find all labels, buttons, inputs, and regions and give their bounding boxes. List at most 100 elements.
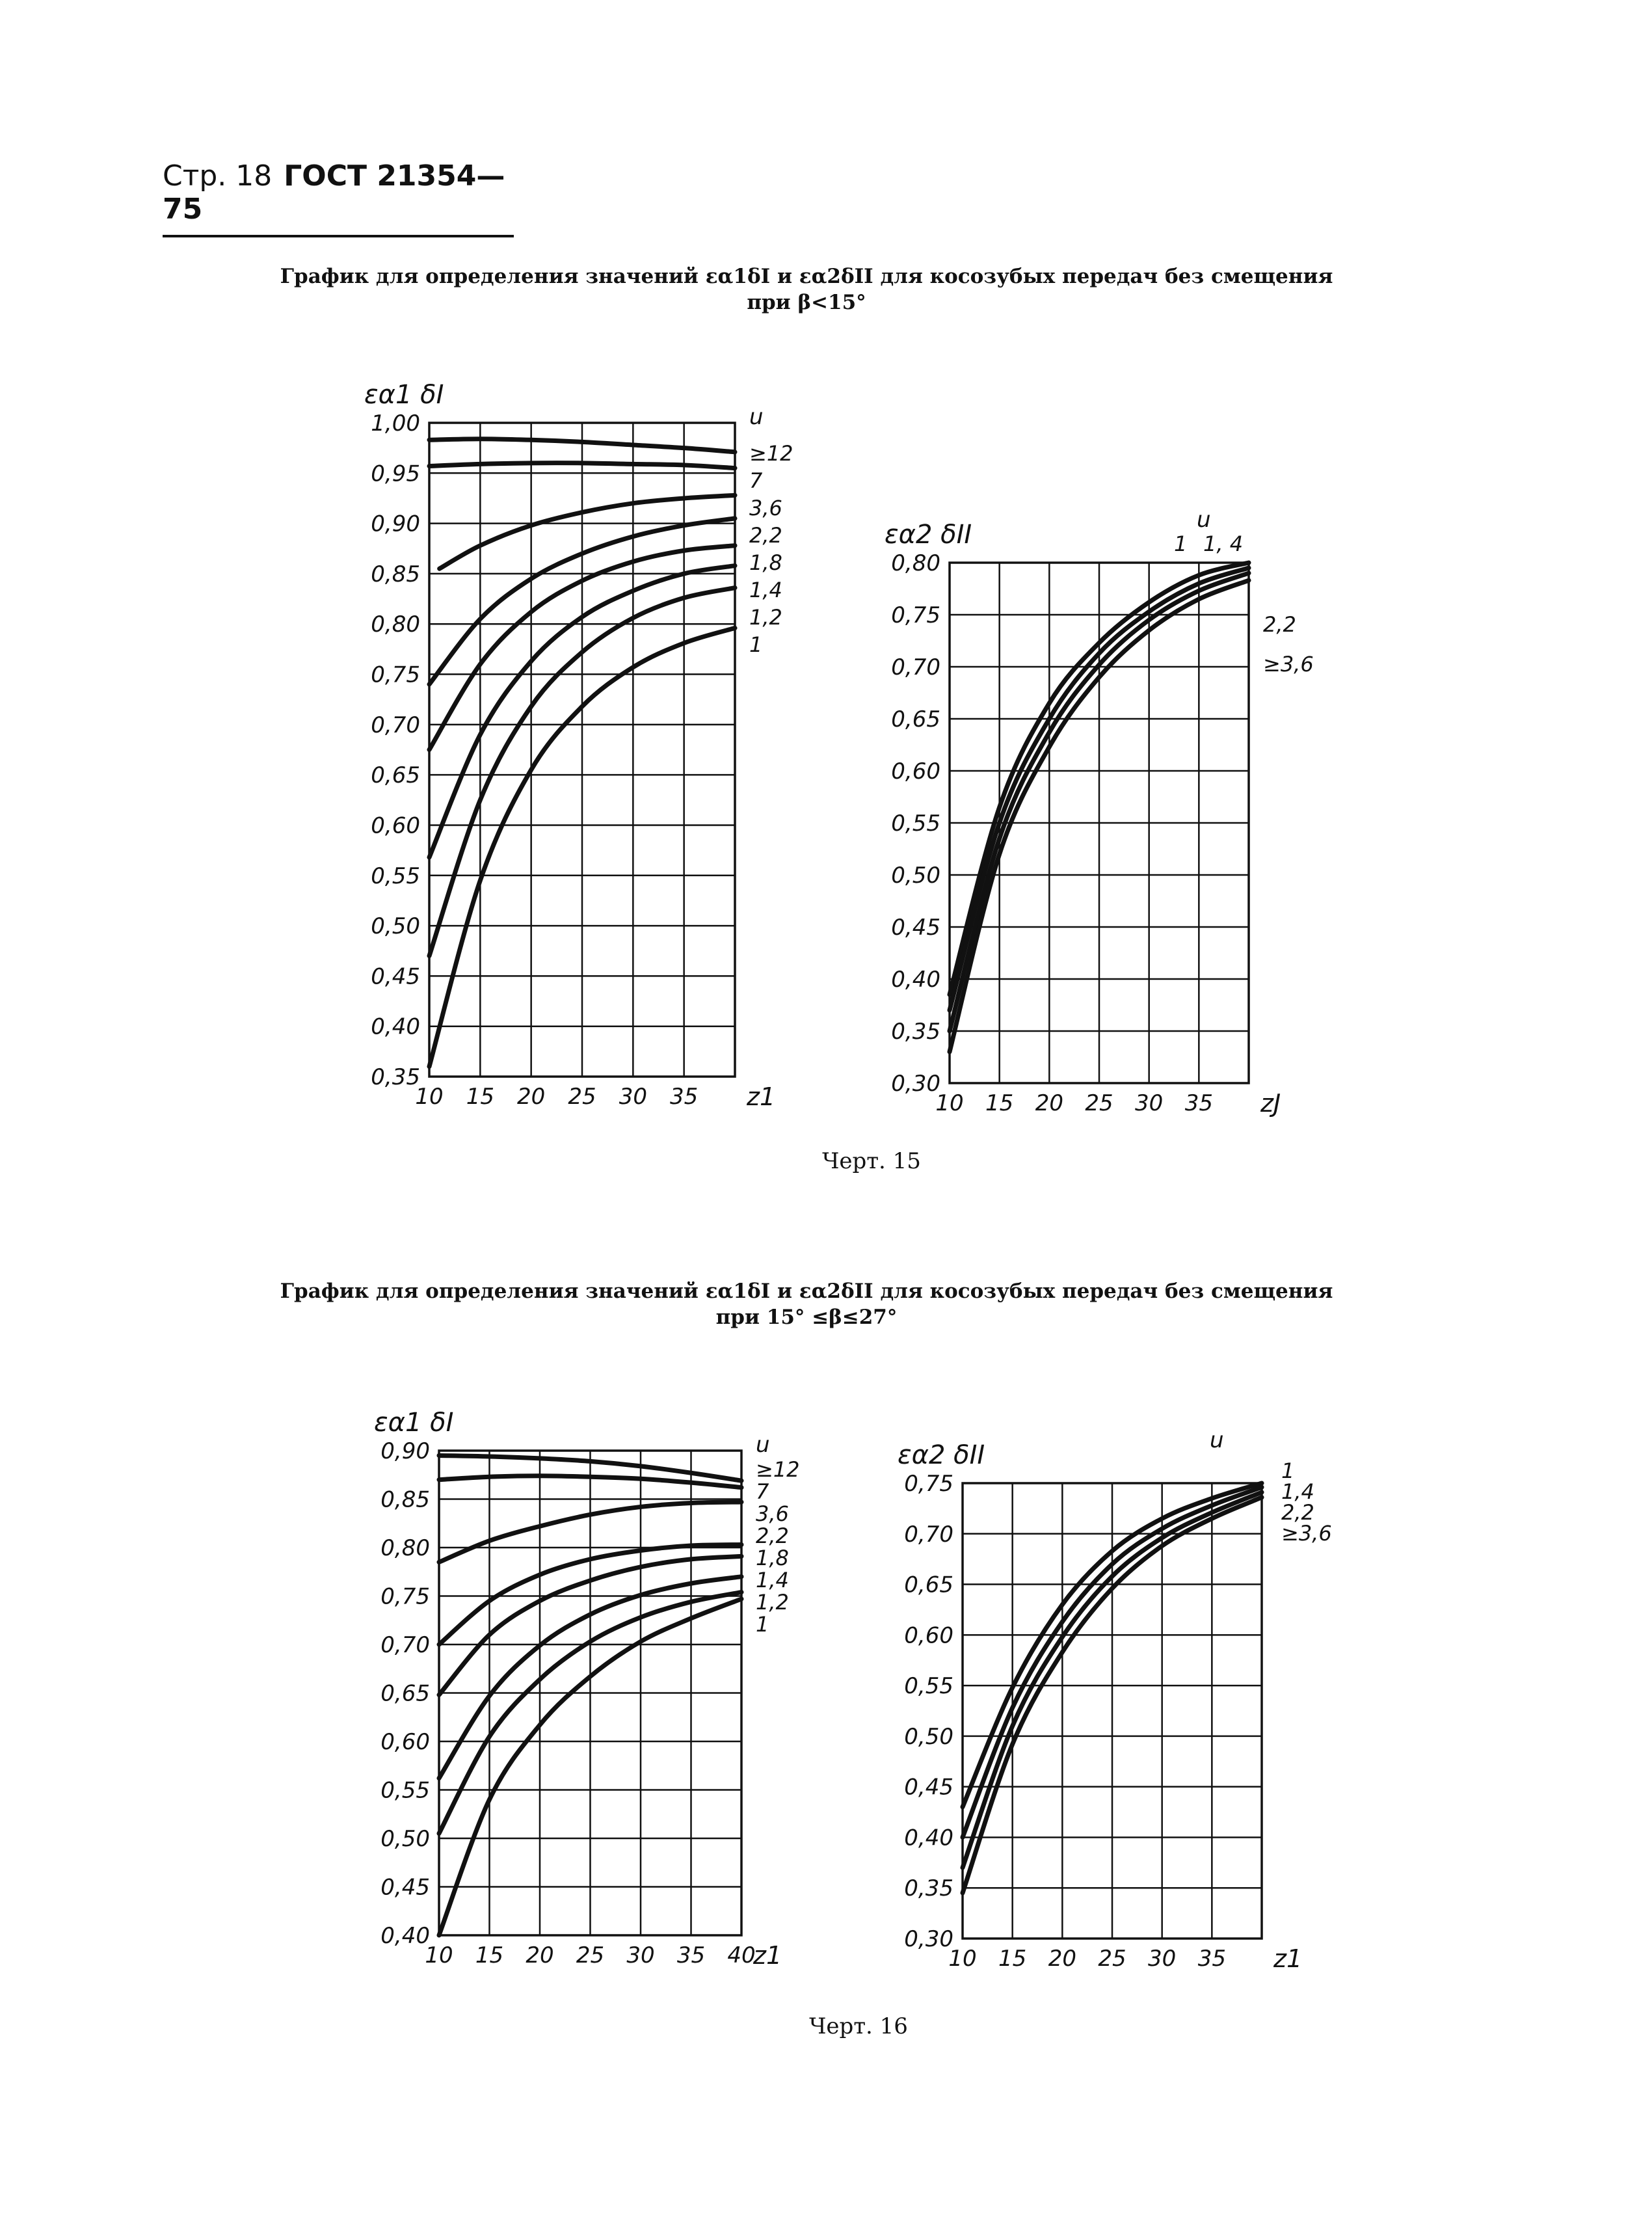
series-line-3-6 <box>947 578 1251 1054</box>
y-tick-label: 0,50 <box>380 1826 430 1852</box>
series-label-3-6: ≥3,6 <box>1281 1521 1332 1546</box>
y-tick-label: 0,75 <box>380 1584 430 1610</box>
x-axis-label: zJ <box>1260 1089 1281 1118</box>
y-tick-label: 0,50 <box>904 1724 953 1750</box>
x-tick-label: 10 <box>935 1090 963 1116</box>
y-tick-label: 0,70 <box>371 712 420 738</box>
series-label-1-2: 1,2 <box>756 1590 789 1615</box>
y-tick-label: 0,60 <box>904 1622 953 1648</box>
x-tick-label: 20 <box>1035 1090 1063 1116</box>
series-line-2-2 <box>947 570 1251 1034</box>
y-tick-label: 0,45 <box>904 1775 953 1801</box>
y-tick-label: 1,00 <box>371 410 420 436</box>
y-axis-label: εα1 δI <box>374 1408 453 1438</box>
x-axis-label: z1 <box>746 1082 775 1111</box>
caption-top-line2: при β<15° <box>747 291 866 314</box>
y-tick-label: 0,65 <box>380 1681 430 1707</box>
figure-label-16: Черт. 16 <box>809 2013 908 2039</box>
y-axis-label: εα2 δII <box>885 520 972 550</box>
y-tick-label: 0,35 <box>904 1875 953 1901</box>
y-axis-label: εα2 δII <box>898 1440 985 1470</box>
x-tick-label: 35 <box>670 1084 698 1110</box>
x-tick-label: 40 <box>727 1942 755 1968</box>
y-tick-label: 0,30 <box>891 1071 940 1097</box>
series-line-7 <box>427 461 738 471</box>
series-line-1-2 <box>436 1590 744 1836</box>
figure-label-15: Черт. 15 <box>822 1148 921 1174</box>
legend-title: u <box>1197 507 1211 533</box>
y-tick-label: 0,55 <box>904 1673 953 1699</box>
x-tick-label: 10 <box>425 1942 453 1968</box>
series-label-3-6: 3,6 <box>749 496 782 520</box>
x-tick-label: 35 <box>1185 1090 1213 1116</box>
series-line-1-8 <box>427 543 738 752</box>
y-tick-label: 0,40 <box>904 1825 953 1851</box>
x-tick-label: 20 <box>526 1942 553 1968</box>
y-tick-label: 0,90 <box>371 511 420 537</box>
series-label-2-2: 2,2 <box>1281 1500 1314 1525</box>
gridlines <box>439 1451 741 1935</box>
x-tick-label: 10 <box>415 1084 443 1110</box>
series-label-1: 1 <box>1174 531 1187 556</box>
y-tick-label: 0,30 <box>904 1926 953 1952</box>
series-line-2-2 <box>427 516 738 687</box>
series-line-2-2 <box>960 1490 1264 1870</box>
y-tick-label: 0,40 <box>380 1923 430 1949</box>
series-line-3-6 <box>436 1499 744 1564</box>
series-line-2-2 <box>436 1542 744 1647</box>
x-tick-label: 20 <box>1048 1946 1076 1972</box>
y-tick-label: 0,85 <box>371 561 420 587</box>
series-line-1-4 <box>427 563 738 860</box>
series-label-2-2: 2,2 <box>1263 612 1296 637</box>
gridlines <box>950 563 1249 1083</box>
series-line-1-4 <box>947 565 1251 1013</box>
series-line-1-8 <box>436 1553 744 1697</box>
y-tick-label: 0,45 <box>380 1875 430 1901</box>
x-tick-label: 35 <box>677 1942 705 1968</box>
y-tick-label: 0,65 <box>371 762 420 788</box>
x-tick-label: 30 <box>1148 1946 1176 1972</box>
caption-bottom: График для определения значений εα1δI и … <box>195 1278 1418 1330</box>
x-tick-label: 25 <box>576 1942 604 1968</box>
caption-bottom-line1: График для определения значений εα1δI и … <box>280 1280 1333 1303</box>
page-header: Стр. 18 ГОСТ 21354—75 <box>163 159 514 237</box>
y-tick-label: 0,75 <box>371 662 420 688</box>
x-tick-label: 30 <box>619 1084 647 1110</box>
y-tick-label: 0,55 <box>891 811 940 837</box>
series-label-1-2: 1,2 <box>749 605 782 630</box>
x-axis-label: z1 <box>753 1941 782 1970</box>
y-tick-label: 0,75 <box>904 1471 953 1497</box>
y-tick-label: 0,80 <box>371 611 420 638</box>
x-tick-label: 15 <box>998 1946 1026 1972</box>
x-axis-label: z1 <box>1273 1944 1302 1973</box>
y-tick-label: 0,65 <box>904 1572 953 1598</box>
series-line-3-6 <box>960 1495 1264 1896</box>
plot-frame <box>961 1482 1263 1940</box>
series-label-1: 1 <box>749 632 762 657</box>
x-tick-label: 15 <box>466 1084 494 1110</box>
y-tick-label: 0,55 <box>380 1778 430 1804</box>
x-tick-label: 20 <box>517 1084 545 1110</box>
y-tick-label: 0,60 <box>371 812 420 839</box>
y-tick-label: 0,70 <box>891 654 940 680</box>
series-line-12 <box>427 436 738 455</box>
y-tick-label: 0,50 <box>891 863 940 889</box>
x-tick-label: 15 <box>475 1942 503 1968</box>
legend-title: u <box>1210 1427 1224 1453</box>
x-tick-label: 30 <box>626 1942 654 1968</box>
series-line-1 <box>960 1481 1264 1810</box>
series-line-1-4 <box>436 1574 744 1781</box>
chart-15-left: 0,35 0,40 0,45 0,50 0,55 0,60 0,65 0,70 0,75 0,80… <box>364 380 793 1111</box>
series-label-7: 7 <box>749 468 763 493</box>
series-line-12 <box>436 1453 744 1483</box>
chart-16-right: 0,30 0,35 0,40 0,45 0,50 0,55 0,60 0,65 0,70 0,75… <box>898 1427 1332 1973</box>
y-tick-label: 0,70 <box>904 1522 953 1548</box>
y-tick-label: 0,75 <box>891 602 940 628</box>
series-line-1 <box>436 1596 744 1938</box>
y-tick-label: 0,40 <box>371 1014 420 1040</box>
plot-frame <box>948 561 1250 1084</box>
series-label-7: 7 <box>756 1479 769 1504</box>
series-label-1-4: 1,4 <box>1281 1479 1314 1504</box>
y-tick-label: 0,85 <box>380 1487 430 1513</box>
series-label-1-8: 1,8 <box>756 1546 789 1570</box>
